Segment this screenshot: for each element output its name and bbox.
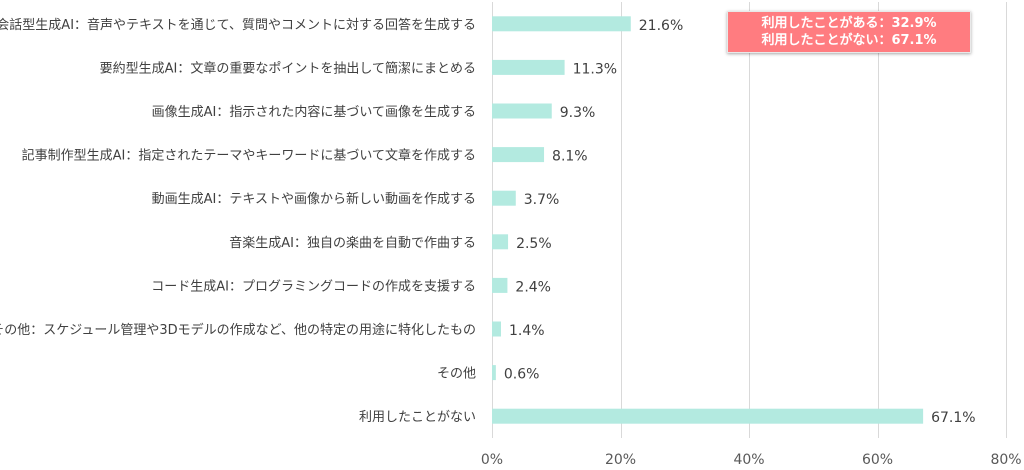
x-tick-labels: 0% 20% 40% 60% 80% xyxy=(481,452,1022,468)
category-label: 利用したことがない xyxy=(359,410,476,425)
bar xyxy=(492,277,508,293)
gridlines xyxy=(492,2,1007,438)
summary-callout: 利用したことがある：32.9% 利用したことがない：67.1% xyxy=(727,11,971,53)
bar xyxy=(492,365,496,381)
bar xyxy=(492,59,565,75)
value-label: 21.6% xyxy=(639,18,683,34)
bar xyxy=(492,147,545,163)
category-label: コード生成AI：プログラミングコードの作成を支援する xyxy=(151,279,476,294)
x-tick-label: 40% xyxy=(733,452,764,468)
x-tick-label: 0% xyxy=(481,452,503,468)
summary-used-line: 利用したことがある：32.9% xyxy=(761,16,937,31)
bar xyxy=(492,103,552,119)
x-tick-label: 80% xyxy=(990,452,1021,468)
category-label: 会話型生成AI：音声やテキストを通じて、質問やコメントに対する回答を生成する xyxy=(0,17,476,33)
value-label: 11.3% xyxy=(573,61,617,77)
x-tick-label: 20% xyxy=(605,452,636,468)
category-label: 要約型生成AI：文章の重要なポイントを抽出して簡潔にまとめる xyxy=(100,60,476,76)
bar xyxy=(492,321,501,337)
value-label: 1.4% xyxy=(509,323,545,339)
category-label: その他：スケジュール管理や3Dモデルの作成など、他の特定の用途に特化したもの xyxy=(0,322,476,338)
value-label: 2.4% xyxy=(515,279,551,295)
x-tick-label: 60% xyxy=(862,452,893,468)
category-label: 音楽生成AI：独自の楽曲を自動で作曲する xyxy=(229,235,476,251)
bar xyxy=(492,190,516,206)
value-label: 3.7% xyxy=(524,192,560,208)
value-label: 9.3% xyxy=(560,105,596,121)
category-label: その他 xyxy=(437,367,476,382)
bar xyxy=(492,234,509,250)
category-labels: 会話型生成AI：音声やテキストを通じて、質問やコメントに対する回答を生成する要約… xyxy=(0,17,476,425)
category-label: 記事制作型生成AI：指定されたテーマやキーワードに基づいて文章を作成する xyxy=(22,148,476,164)
value-label: 2.5% xyxy=(516,236,552,252)
bars xyxy=(492,16,924,424)
value-labels: 21.6% 11.3% 9.3% 8.1% 3.7% 2.5% 2.4% 1.4% 0.6% 67… xyxy=(504,18,976,426)
category-label: 動画生成AI：テキストや画像から新しい動画を作成する xyxy=(152,191,476,207)
value-label: 8.1% xyxy=(552,149,588,165)
value-label: 0.6% xyxy=(504,367,540,383)
summary-not-used-line: 利用したことがない：67.1% xyxy=(761,33,937,48)
bar xyxy=(492,16,631,32)
category-label: 画像生成AI：指示された内容に基づいて画像を生成する xyxy=(152,104,476,120)
bar xyxy=(492,408,924,424)
value-label: 67.1% xyxy=(931,410,975,426)
